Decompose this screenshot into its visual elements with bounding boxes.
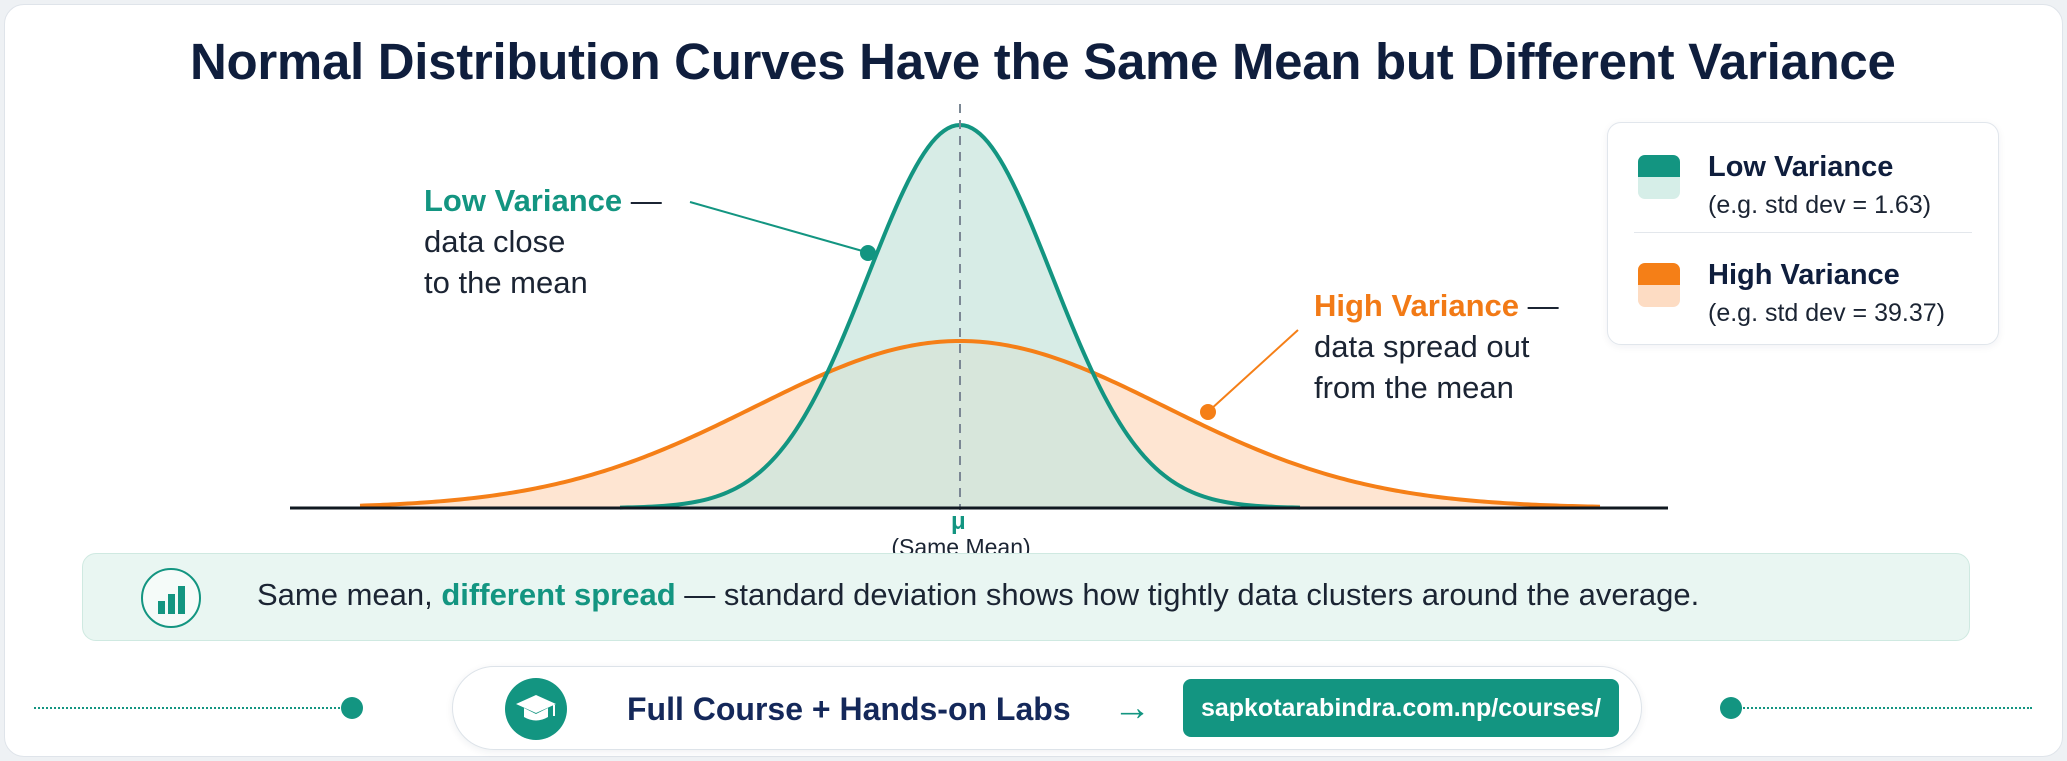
low-variance-line1: data close (424, 224, 566, 259)
high-variance-heading: High Variance (1314, 288, 1520, 323)
graduation-cap-icon (505, 678, 567, 740)
insight-text: Same mean, different spread — standard d… (257, 577, 1699, 613)
mean-symbol: μ (951, 508, 966, 535)
legend-swatch-high (1638, 263, 1680, 307)
legend-swatch-low (1638, 155, 1680, 199)
right-dot (1720, 697, 1742, 719)
legend-sub-low: (e.g. std dev = 1.63) (1708, 191, 1932, 219)
high-variance-marker (1200, 404, 1216, 420)
high-variance-dash: — (1527, 288, 1559, 323)
legend-sub-high: (e.g. std dev = 39.37) (1708, 299, 1945, 327)
low-variance-annotation: Low Variance — data close to the mean (424, 180, 662, 303)
low-variance-heading: Low Variance (424, 183, 623, 218)
bar-chart-icon (141, 568, 201, 628)
arrow-right-icon: → (1113, 687, 1151, 729)
left-dot (341, 697, 363, 719)
course-url-button[interactable]: sapkotarabindra.com.np/courses/ (1183, 679, 1619, 737)
high-variance-annotation: High Variance — data spread out from the… (1314, 285, 1559, 408)
insight-emphasis: different spread (441, 577, 676, 612)
right-dotted-line (1740, 707, 2032, 709)
legend: Low Variance (e.g. std dev = 1.63) High … (1607, 122, 1999, 345)
high-variance-line1: data spread out (1314, 329, 1530, 364)
high-variance-curve (359, 338, 1601, 509)
page-title: Normal Distribution Curves Have the Same… (190, 33, 1896, 90)
low-variance-dash: — (630, 183, 662, 218)
cta-label: Full Course + Hands-on Labs (627, 691, 1071, 727)
course-cta[interactable]: Full Course + Hands-on Labs → sapkotarab… (452, 666, 1642, 750)
insight-prefix: Same mean, (257, 577, 442, 612)
low-variance-marker (860, 245, 876, 261)
insight-banner: Same mean, different spread — standard d… (82, 553, 1970, 641)
low-variance-line2: to the mean (424, 265, 588, 300)
legend-divider (1634, 232, 1972, 233)
left-dotted-line (34, 707, 344, 709)
low-variance-leader (689, 201, 867, 253)
high-variance-line2: from the mean (1314, 370, 1514, 405)
legend-name-high: High Variance (1708, 259, 1900, 291)
insight-suffix: — standard deviation shows how tightly d… (675, 577, 1700, 612)
high-variance-leader (1209, 329, 1299, 411)
legend-name-low: Low Variance (1708, 151, 1894, 183)
